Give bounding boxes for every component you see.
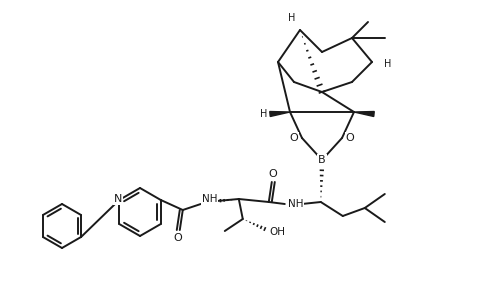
Text: H: H bbox=[384, 59, 392, 69]
Text: NH: NH bbox=[202, 194, 217, 204]
Text: H: H bbox=[260, 109, 268, 119]
Text: O: O bbox=[269, 169, 277, 179]
Text: B: B bbox=[318, 155, 326, 165]
Text: O: O bbox=[173, 233, 182, 243]
Text: O: O bbox=[345, 133, 354, 143]
Polygon shape bbox=[270, 112, 290, 116]
Text: H: H bbox=[288, 13, 296, 23]
Text: N: N bbox=[114, 194, 123, 204]
Text: NH: NH bbox=[288, 199, 304, 209]
Text: OH: OH bbox=[270, 227, 286, 237]
Text: O: O bbox=[290, 133, 298, 143]
Polygon shape bbox=[354, 112, 374, 116]
